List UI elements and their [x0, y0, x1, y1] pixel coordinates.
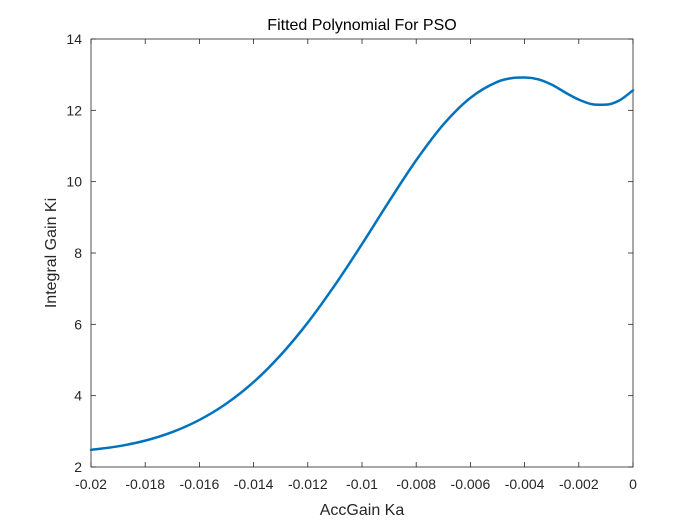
x-axis: -0.02 -0.018 -0.016 -0.014 -0.012 -0.01 -0.008…	[75, 39, 637, 492]
x-tick-label: -0.008	[396, 476, 436, 492]
x-tick-label: 0	[629, 476, 637, 492]
chart-title: Fitted Polynomial For PSO	[267, 17, 456, 34]
x-tick-label: -0.01	[346, 476, 378, 492]
y-tick-label: 4	[74, 388, 82, 404]
y-tick-label: 8	[74, 245, 82, 261]
y-axis-label: Integral Gain Ki	[43, 198, 60, 308]
x-tick-label: -0.004	[505, 476, 545, 492]
y-tick-label: 10	[66, 174, 82, 190]
y-tick-label: 12	[66, 102, 82, 118]
x-tick-label: -0.02	[75, 476, 107, 492]
y-axis: 2 4 6 8 10 12 14	[66, 31, 633, 475]
y-tick-label: 2	[74, 459, 82, 475]
x-tick-label: -0.014	[234, 476, 274, 492]
x-tick-label: -0.006	[451, 476, 491, 492]
x-tick-label: -0.002	[559, 476, 599, 492]
x-tick-label: -0.012	[288, 476, 328, 492]
plot-area	[90, 38, 634, 468]
x-tick-label: -0.018	[125, 476, 165, 492]
x-axis-label: AccGain Ka	[320, 502, 405, 519]
y-tick-label: 6	[74, 316, 82, 332]
y-tick-label: 14	[66, 31, 82, 47]
series-line	[89, 76, 635, 452]
x-tick-label: -0.016	[180, 476, 220, 492]
